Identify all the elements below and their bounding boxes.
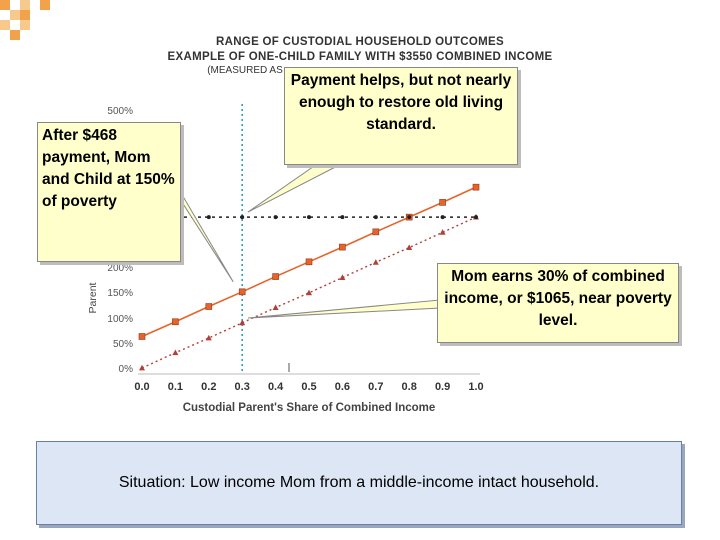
y-axis-label: Parent: [87, 282, 99, 313]
x-tick-label: 0.7: [368, 381, 383, 393]
x-tick-label: 0.1: [168, 381, 183, 393]
data-point: [307, 215, 311, 220]
data-point: [272, 304, 279, 310]
series-2: [139, 213, 479, 371]
x-tick-label: 0.4: [268, 381, 284, 393]
data-point: [439, 229, 446, 235]
callout-payment-outcome: After $468 payment, Mom and Child at 150…: [37, 122, 181, 262]
x-tick-label: 1.0: [468, 381, 483, 393]
data-point: [439, 199, 446, 206]
data-point: [272, 273, 279, 280]
corner-decoration-square: [10, 30, 20, 40]
data-point: [172, 349, 179, 356]
y-tick-label: 50%: [113, 339, 133, 350]
callout-pointer-left: [176, 195, 234, 283]
corner-decoration-square: [30, 0, 40, 10]
chart-title-line3: (MEASURED AS: [207, 65, 283, 76]
corner-decoration-square: [10, 0, 20, 10]
situation-note: Situation: Low income Mom from a middle-…: [36, 441, 682, 525]
data-point: [339, 274, 346, 280]
data-point: [372, 228, 380, 236]
data-point: [172, 318, 179, 326]
x-tick-label: 0.6: [335, 381, 350, 393]
data-point: [205, 303, 213, 310]
data-point: [440, 215, 445, 220]
data-point: [339, 243, 346, 251]
data-point: [139, 364, 145, 371]
corner-decoration-square: [20, 10, 30, 20]
data-point: [238, 288, 246, 296]
data-point: [474, 215, 478, 220]
series-layer: [138, 104, 480, 372]
series-1: [138, 183, 480, 340]
corner-decoration-square: [0, 0, 10, 10]
corner-decoration-square: [40, 0, 50, 10]
corner-decoration-square: [0, 20, 10, 30]
data-point: [407, 215, 412, 220]
data-point: [373, 215, 378, 220]
data-point: [305, 258, 313, 266]
data-point: [240, 215, 245, 220]
corner-decoration-square: [20, 0, 30, 10]
x-tick-label: 0.9: [435, 381, 450, 393]
y-tick-label: 150%: [107, 288, 133, 299]
x-tick-label: 0.8: [402, 381, 417, 393]
corner-decoration-square: [10, 10, 20, 20]
x-axis-label: Custodial Parent's Share of Combined Inc…: [183, 402, 436, 414]
data-point: [138, 333, 146, 340]
data-point: [372, 259, 379, 265]
series-line: [141, 216, 477, 369]
y-tick-label: 0%: [119, 364, 134, 375]
data-point: [206, 215, 211, 220]
corner-decoration-square: [20, 20, 30, 30]
y-tick-label: 100%: [107, 314, 133, 325]
x-axis-ticks: 0.0 0.1 0.2 0.3 0.4 0.5 0.6 0.7 0.8 0.9 1.0: [134, 363, 484, 393]
x-tick-label: 0.2: [201, 381, 216, 393]
data-point: [406, 244, 413, 251]
situation-note-text: Situation: Low income Mom from a middle-…: [118, 474, 600, 491]
data-point: [273, 215, 278, 220]
callout-mom-earnings: Mom earns 30% of combined income, or $10…: [437, 263, 679, 343]
data-point: [239, 319, 246, 326]
x-tick-label: 0.3: [235, 381, 250, 393]
y-tick-label: 200%: [107, 263, 133, 274]
data-point: [205, 334, 212, 341]
corner-decoration-square: [0, 10, 10, 20]
chart-title-line1: RANGE OF CUSTODIAL HOUSEHOLD OUTCOMES: [216, 36, 504, 48]
x-tick-label: 0.0: [134, 381, 149, 393]
data-point: [472, 183, 480, 191]
chart-title-line2: EXAMPLE OF ONE-CHILD FAMILY WITH $3550 C…: [167, 51, 553, 63]
y-tick-label: 500%: [107, 106, 133, 117]
data-point: [306, 289, 312, 296]
y-axis-ticks: 0% 50% 100% 150% 200% 500%: [107, 106, 133, 375]
callout-pointer-top: [247, 161, 346, 213]
data-point: [340, 215, 345, 220]
callout-payment-helps: Payment helps, but not nearly enough to …: [284, 67, 518, 165]
x-tick-label: 0.5: [301, 381, 316, 393]
